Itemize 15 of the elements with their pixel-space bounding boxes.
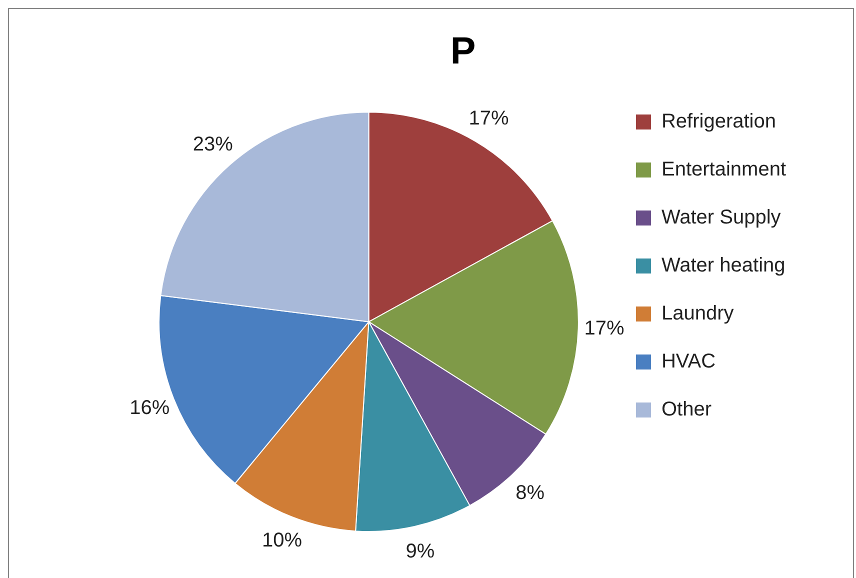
legend-label: Water heating: [661, 254, 786, 277]
data-label: 9%: [406, 540, 435, 562]
data-label: 8%: [516, 482, 545, 504]
chart-title: P: [450, 30, 476, 72]
data-label: 17%: [468, 107, 509, 130]
legend-label: Other: [661, 398, 712, 421]
legend-label: Entertainment: [661, 158, 786, 181]
data-label: 10%: [262, 529, 302, 552]
legend-label: Laundry: [661, 302, 734, 325]
data-label: 16%: [130, 397, 170, 420]
legend-label: HVAC: [661, 350, 716, 373]
legend-label: Refrigeration: [661, 110, 776, 133]
legend-label: Water Supply: [661, 206, 781, 229]
data-label: 23%: [192, 134, 234, 156]
data-label: 17%: [584, 318, 625, 340]
